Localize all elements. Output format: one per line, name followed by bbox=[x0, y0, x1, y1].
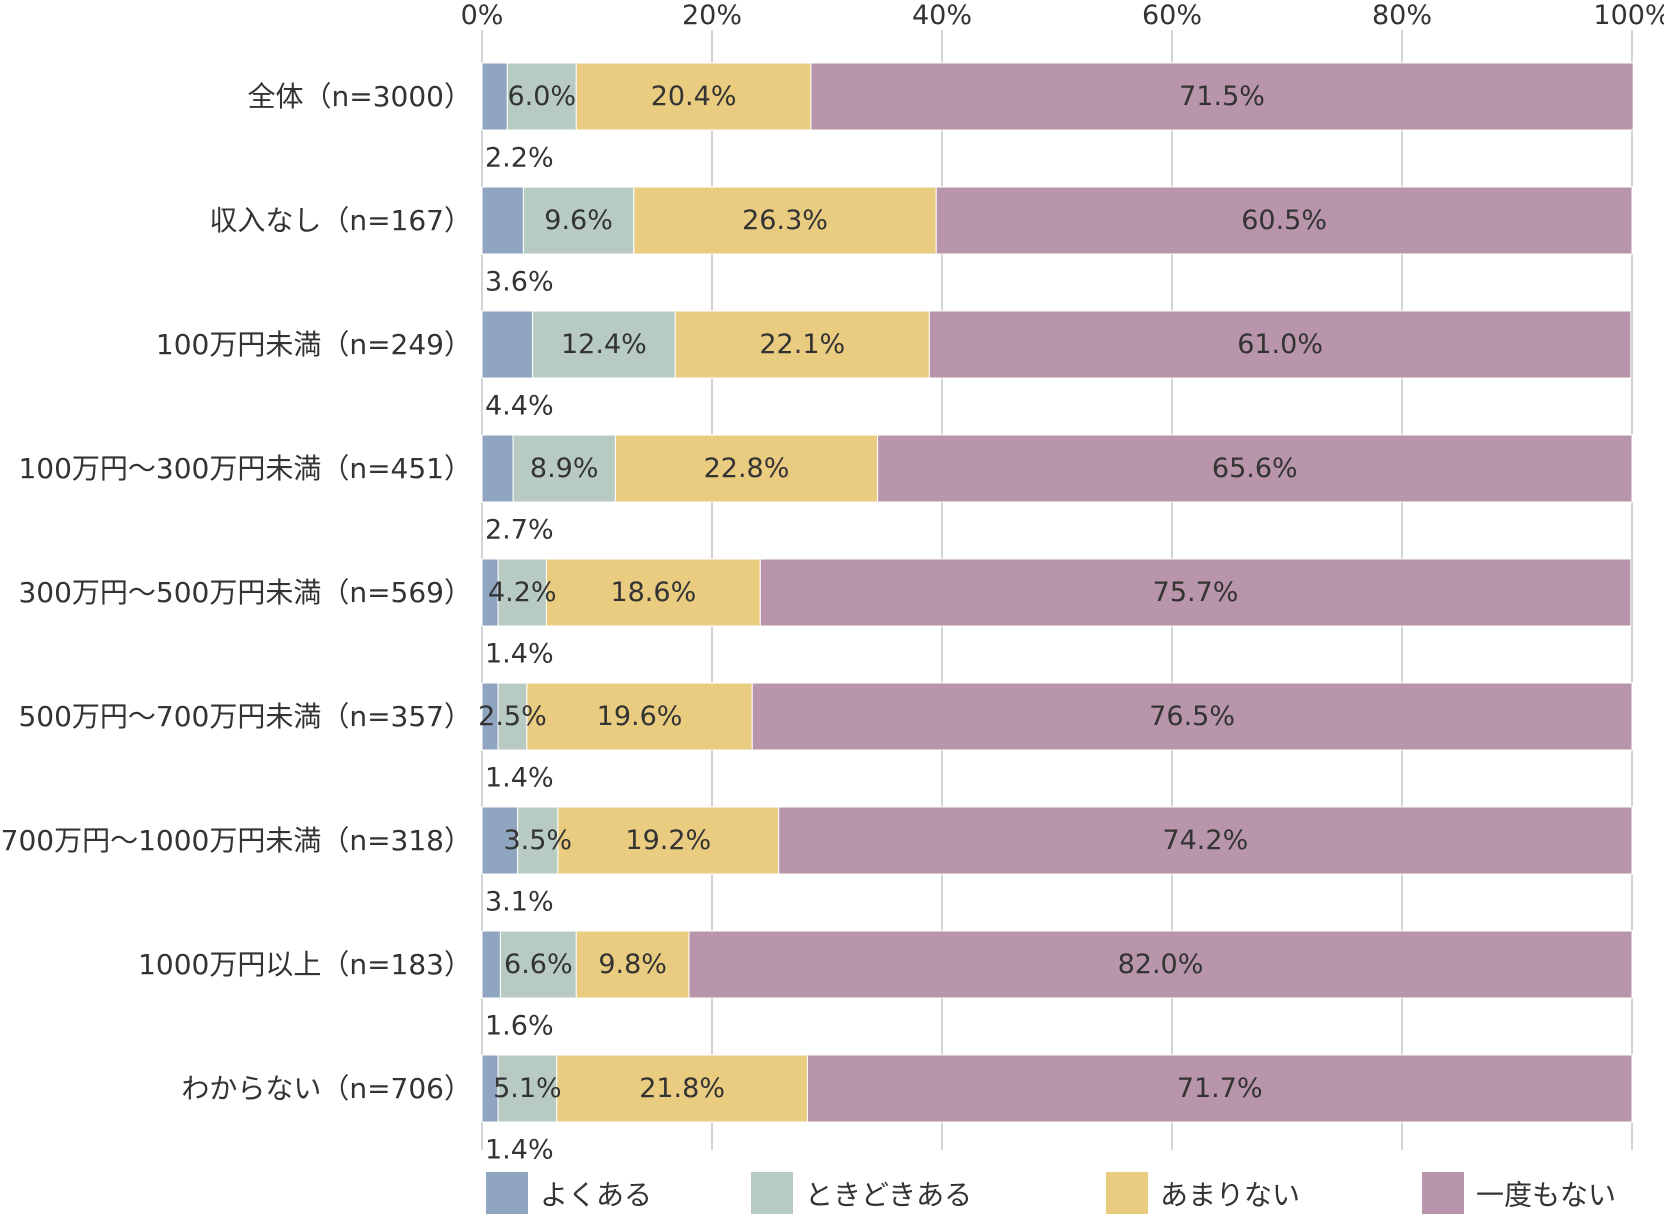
data-labels: 2.2% 6.0% 20.4% 71.5% 3.6% 9.6% 26.3% 60.5% 4.4%… bbox=[478, 81, 1327, 1166]
category-label: 収入なし（n=167） bbox=[209, 204, 472, 237]
legend-swatch bbox=[1106, 1172, 1148, 1214]
bar-segment bbox=[499, 930, 577, 999]
category-label: 300万円～500万円未満（n=569） bbox=[18, 576, 472, 609]
data-label: 22.8% bbox=[704, 453, 790, 484]
bar-segment bbox=[633, 186, 937, 255]
legend-swatch bbox=[751, 1172, 793, 1214]
category-labels: 全体（n=3000） 収入なし（n=167） 100万円未満（n=249） 100万円… bbox=[1, 80, 472, 1105]
legend-label: よくある bbox=[540, 1179, 652, 1212]
x-tick-label: 20% bbox=[682, 0, 742, 31]
data-label: 21.8% bbox=[639, 1073, 725, 1104]
legend-label: 一度もない bbox=[1476, 1179, 1616, 1212]
data-label: 8.9% bbox=[530, 453, 599, 484]
category-label: わからない（n=706） bbox=[181, 1072, 472, 1105]
bar-segment bbox=[778, 806, 1633, 875]
bar-segment bbox=[556, 1054, 808, 1123]
bar-segment bbox=[688, 930, 1633, 999]
bar-segment bbox=[759, 558, 1632, 627]
bar-segment bbox=[806, 1054, 1633, 1123]
data-label: 9.8% bbox=[598, 949, 667, 980]
bar-segment bbox=[575, 930, 690, 999]
bars bbox=[481, 62, 1634, 1123]
bar-segment bbox=[877, 434, 1633, 503]
category-label: 全体（n=3000） bbox=[248, 80, 472, 113]
data-label-below: 3.6% bbox=[485, 267, 554, 298]
bar-segment bbox=[674, 310, 930, 379]
data-label: 71.5% bbox=[1179, 81, 1265, 112]
data-label-below: 1.6% bbox=[485, 1011, 554, 1042]
data-label: 20.4% bbox=[651, 81, 737, 112]
bar-segment bbox=[751, 682, 1633, 751]
category-label: 500万円～700万円未満（n=357） bbox=[18, 700, 472, 733]
data-label: 26.3% bbox=[742, 205, 828, 236]
bar-segment bbox=[810, 62, 1634, 131]
data-label: 19.2% bbox=[625, 825, 711, 856]
data-label: 61.0% bbox=[1237, 329, 1323, 360]
data-label-below: 1.4% bbox=[485, 639, 554, 670]
data-label: 9.6% bbox=[544, 205, 613, 236]
bar-segment bbox=[522, 186, 635, 255]
bar-segment bbox=[545, 558, 761, 627]
category-label: 700万円～1000万円未満（n=318） bbox=[1, 824, 472, 857]
bar-segment bbox=[532, 310, 676, 379]
data-label: 71.7% bbox=[1177, 1073, 1263, 1104]
data-label: 2.5% bbox=[478, 701, 547, 732]
bar-segment bbox=[481, 62, 508, 131]
bar-segment bbox=[517, 806, 559, 875]
data-label: 18.6% bbox=[610, 577, 696, 608]
category-label: 100万円～300万円未満（n=451） bbox=[18, 452, 472, 485]
data-label: 6.6% bbox=[504, 949, 573, 980]
data-label-below: 2.2% bbox=[485, 143, 554, 174]
bar-segment bbox=[481, 434, 514, 503]
data-label: 82.0% bbox=[1118, 949, 1204, 980]
x-tick-label: 60% bbox=[1142, 0, 1202, 31]
data-label: 76.5% bbox=[1149, 701, 1235, 732]
category-label: 100万円未満（n=249） bbox=[156, 328, 472, 361]
x-tick-label: 40% bbox=[912, 0, 972, 31]
data-label: 6.0% bbox=[507, 81, 576, 112]
data-label-below: 1.4% bbox=[485, 763, 554, 794]
data-label: 60.5% bbox=[1241, 205, 1327, 236]
bar-segment bbox=[512, 434, 616, 503]
bar-segment bbox=[481, 310, 534, 379]
x-tick-label: 80% bbox=[1372, 0, 1432, 31]
legend-swatch bbox=[1422, 1172, 1464, 1214]
category-label: 1000万円以上（n=183） bbox=[138, 948, 472, 981]
data-label: 75.7% bbox=[1153, 577, 1239, 608]
data-label-below: 4.4% bbox=[485, 391, 554, 422]
data-label-below: 1.4% bbox=[485, 1135, 554, 1166]
data-label: 74.2% bbox=[1162, 825, 1248, 856]
legend-swatch bbox=[486, 1172, 528, 1214]
bar-segment bbox=[481, 186, 524, 255]
data-label-below: 2.7% bbox=[485, 515, 554, 546]
x-axis: 0% 20% 40% 60% 80% 100% bbox=[461, 0, 1664, 31]
bar-segment bbox=[497, 682, 528, 751]
bar-segment bbox=[928, 310, 1632, 379]
bar-segment bbox=[935, 186, 1633, 255]
bar-segment bbox=[526, 682, 753, 751]
bar-segment bbox=[575, 62, 812, 131]
data-label: 19.6% bbox=[597, 701, 683, 732]
bar-segment bbox=[497, 558, 547, 627]
legend-label: ときどきある bbox=[805, 1179, 972, 1212]
data-label: 65.6% bbox=[1212, 453, 1298, 484]
x-tick-label: 100% bbox=[1593, 0, 1664, 31]
legend: よくある ときどきある あまりない 一度もない bbox=[486, 1172, 1616, 1214]
data-label: 4.2% bbox=[488, 577, 557, 608]
x-tick-label: 0% bbox=[461, 0, 504, 31]
data-label: 3.5% bbox=[503, 825, 572, 856]
data-label-below: 3.1% bbox=[485, 887, 554, 918]
bar-segment bbox=[481, 930, 501, 999]
data-label: 5.1% bbox=[493, 1073, 562, 1104]
data-label: 12.4% bbox=[561, 329, 647, 360]
data-label: 22.1% bbox=[759, 329, 845, 360]
legend-label: あまりない bbox=[1160, 1179, 1300, 1212]
